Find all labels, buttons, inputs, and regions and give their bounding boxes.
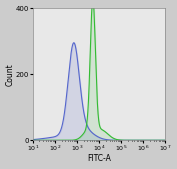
Y-axis label: Count: Count (5, 63, 15, 86)
X-axis label: FITC-A: FITC-A (87, 154, 111, 163)
